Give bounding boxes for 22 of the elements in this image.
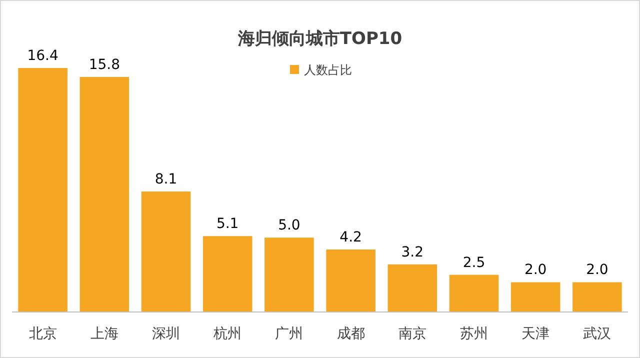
data-label: 8.1 xyxy=(154,171,178,188)
x-tick-label: 南京 xyxy=(398,326,426,342)
legend-label: 人数占比 xyxy=(304,63,352,77)
data-label: 15.8 xyxy=(88,56,120,73)
data-label: 16.4 xyxy=(27,48,58,64)
x-tick-label: 天津 xyxy=(522,326,550,342)
x-tick-label: 北京 xyxy=(28,326,57,342)
data-label: 5.0 xyxy=(278,218,300,234)
x-tick-label: 武汉 xyxy=(583,326,612,342)
x-tick-label: 深圳 xyxy=(152,326,180,342)
data-label: 2.5 xyxy=(462,254,486,271)
x-tick-label: 苏州 xyxy=(460,326,488,342)
data-label: 2.0 xyxy=(586,262,608,278)
data-label: 3.2 xyxy=(401,244,424,260)
x-tick-label: 杭州 xyxy=(212,326,242,342)
x-tick-label: 成都 xyxy=(336,326,365,342)
data-label: 2.0 xyxy=(524,262,547,278)
chart-title: 海归倾向城市TOP10 xyxy=(236,29,402,49)
data-label: 5.1 xyxy=(216,216,239,232)
data-label: 4.2 xyxy=(340,230,362,246)
x-tick-label: 上海 xyxy=(90,326,118,342)
x-tick-label: 广州 xyxy=(275,326,304,342)
